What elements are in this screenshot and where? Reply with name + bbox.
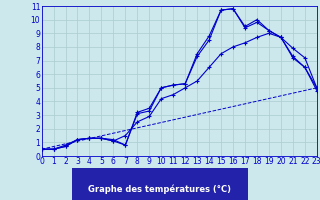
Text: Graphe des températures (°C): Graphe des températures (°C) xyxy=(89,184,231,194)
